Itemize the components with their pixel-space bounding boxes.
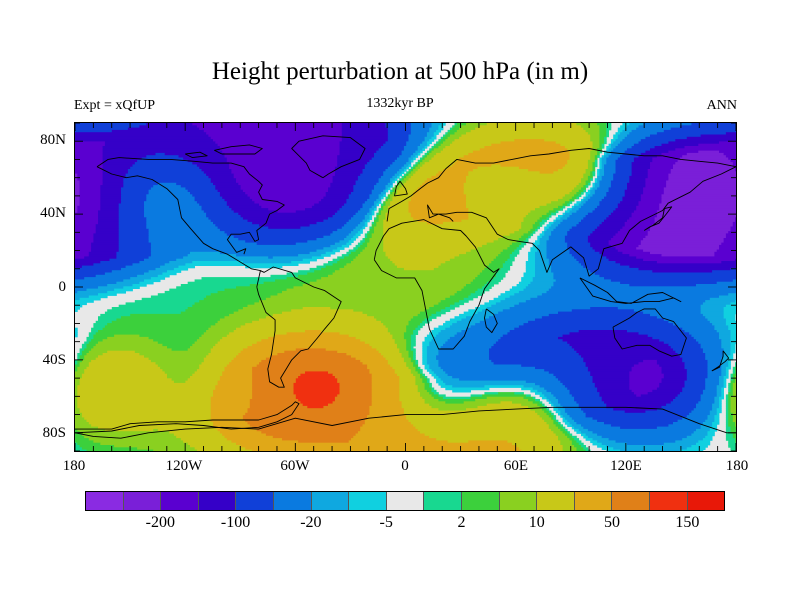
coastline-segment-15 [75,401,300,434]
xtick-label-120E: 120E [610,458,642,474]
ytick-label-40S: 40S [42,352,66,368]
season-label: ANN [706,98,737,113]
colorbar-cell-15 [649,492,688,510]
colorbar-label--5: -5 [379,514,393,531]
coastline-segment-4 [291,135,366,179]
coastline-segment-5 [256,266,342,388]
xtick-label-60E: 60E [503,458,529,474]
xtick-label-0: 0 [401,458,409,474]
subtitle: 1332kyr BP [366,96,434,111]
xtick-label-180E: 180 [725,458,749,474]
coastline-segment-7 [484,308,498,334]
coastline-segment-1 [96,157,285,255]
coastline-segment-13 [612,308,687,357]
colorbar-cell-7 [349,492,387,510]
colorbar-label-50: 50 [604,514,621,531]
experiment-label: Expt = xQfUP [74,98,156,113]
colorbar-cell-4 [236,492,274,510]
colorbar-label--20: -20 [300,514,322,531]
coastline-segment-12 [579,277,682,304]
coastline-segment-3 [185,151,208,159]
coastline-segment-16 [75,406,736,439]
xtick-label-180W: 180 [62,458,86,474]
coastline-layer [75,135,736,439]
map-plot-area [74,122,737,452]
colorbar-cell-6 [311,492,350,510]
ytick-label-80S: 80S [42,425,66,441]
ytick-label-80N: 80N [40,132,66,148]
ytick-label-40N: 40N [40,205,66,221]
coastline-segment-8 [386,148,736,222]
colorbar-label--200: -200 [145,514,175,531]
colorbar-label-2: 2 [457,514,466,531]
coastline-segment-14 [711,350,730,372]
colorbar-cell-12 [537,492,575,510]
coastline-segment-2 [214,144,263,155]
axis-minor-ticks [75,123,736,451]
coastline-segment-10 [643,206,673,231]
coastline-segment-9 [427,166,736,277]
colorbar-cell-1 [123,492,162,510]
colorbar-cell-9 [424,492,462,510]
colorbar [85,491,725,511]
colorbar-cell-2 [161,492,199,510]
colorbar-cell-16 [687,492,725,510]
page-title: Height perturbation at 500 hPa (in m) [211,58,589,85]
colorbar-label--100: -100 [220,514,251,531]
colorbar-cell-5 [273,492,312,510]
coastline-segment-6 [373,219,500,350]
coastline-segment-11 [394,180,408,197]
colorbar-cell-10 [461,492,500,510]
colorbar-cell-14 [612,492,650,510]
colorbar-cell-8 [386,492,425,510]
xtick-label-120W: 120W [165,458,203,474]
colorbar-label-10: 10 [528,514,545,531]
ytick-label-0: 0 [58,279,67,295]
colorbar-label-150: 150 [675,514,700,531]
height-perturbation-heatmap [75,123,736,451]
colorbar-cell-0 [86,492,124,510]
coastline-segment-0 [96,166,265,273]
colorbar-cell-13 [574,492,613,510]
colorbar-cell-3 [198,492,237,510]
xtick-label-60W: 60W [280,458,310,474]
colorbar-cell-11 [499,492,538,510]
